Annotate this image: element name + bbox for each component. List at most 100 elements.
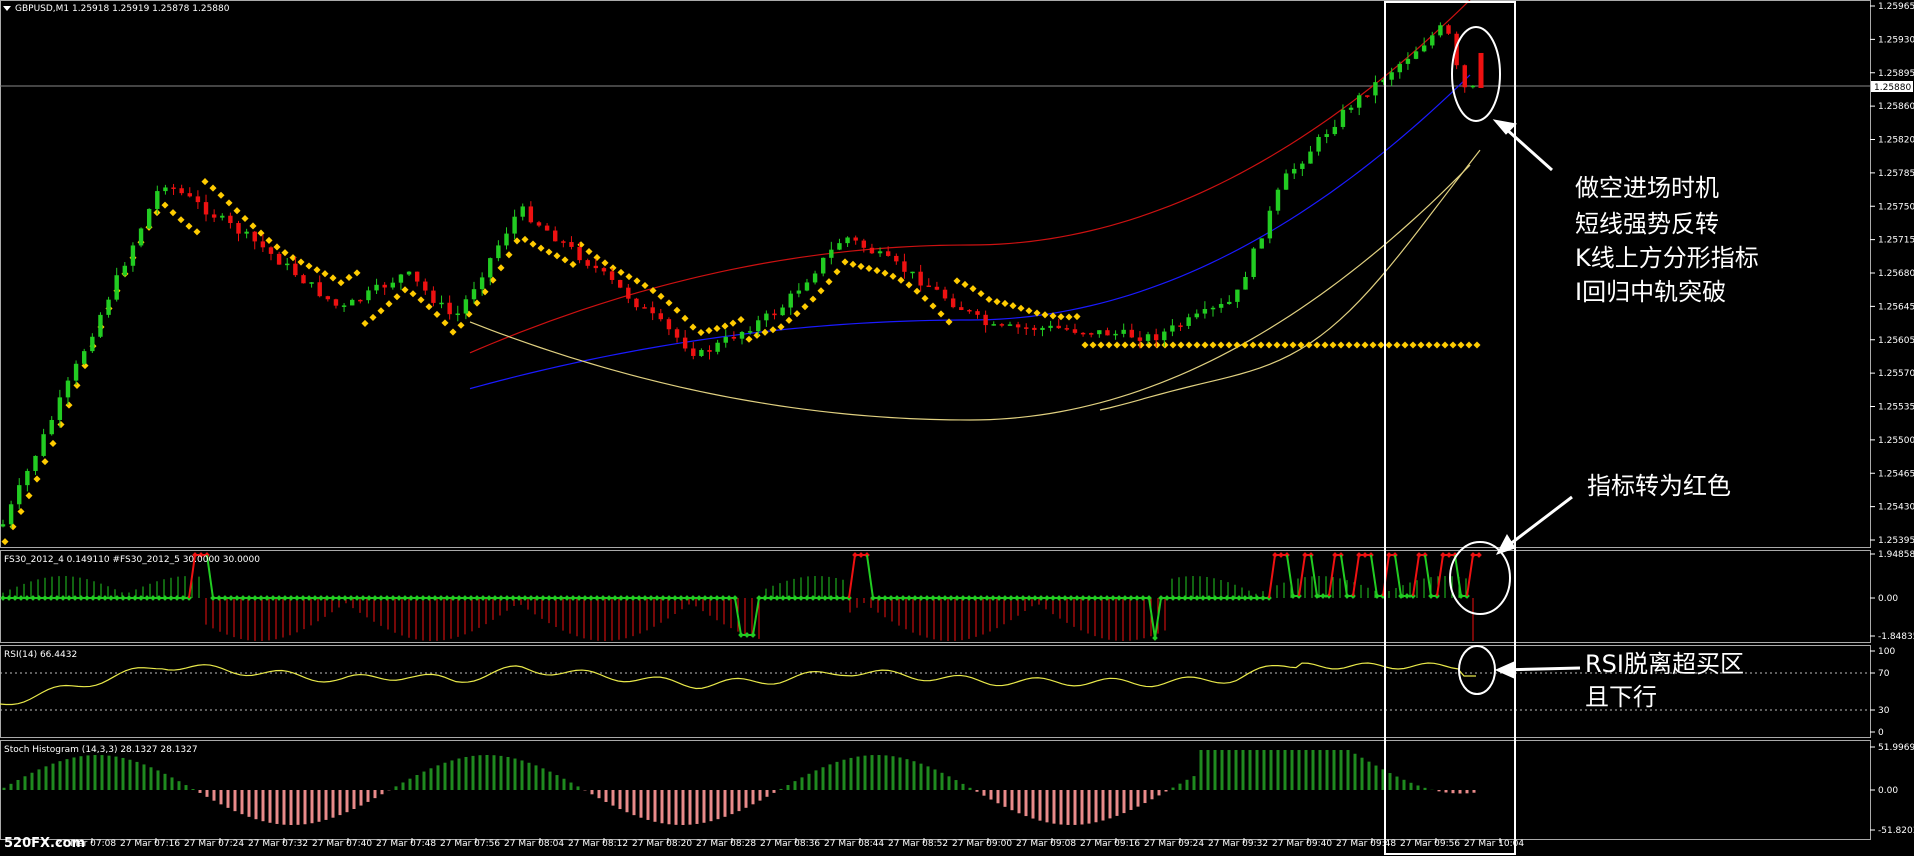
fs-panel-label: FS30_2012_4 0.149110 #FS30_2012_5 30.000…	[4, 555, 260, 565]
candle-body	[1145, 334, 1151, 341]
sar-dot	[73, 381, 81, 389]
candle-body	[479, 277, 485, 290]
rsi-panel-label: RSI(14) 66.4432	[4, 650, 77, 660]
candle-body	[179, 188, 184, 194]
fs-signal-line	[1352, 554, 1360, 597]
sar-dot	[697, 328, 705, 337]
time-tick-label: 27 Mar 09:00	[952, 839, 1012, 849]
svg-text:短线强势反转: 短线强势反转	[1575, 210, 1719, 238]
last-candle-body	[1478, 52, 1484, 88]
annotation-fs: 指标转为红色	[1587, 472, 1731, 500]
sar-dot	[873, 267, 881, 275]
candle-body	[975, 311, 980, 315]
price-axis: 1.25965 1.25930 1.25895 1.25860 1.25820 1.257…	[1870, 2, 1914, 546]
candle-body	[885, 251, 891, 256]
price-tick-label: 1.25645	[1878, 302, 1914, 312]
candle-body	[747, 331, 753, 333]
candle-body	[1056, 325, 1061, 329]
middle-band	[469, 74, 1471, 390]
candle-body	[333, 299, 339, 306]
candle-body	[1153, 334, 1159, 341]
sar-dot	[393, 293, 401, 301]
candle-body	[1389, 72, 1394, 80]
sar-dot	[353, 269, 361, 277]
candle-body	[1194, 313, 1199, 318]
candle-body	[894, 255, 899, 262]
candle-body	[918, 271, 923, 286]
sar-dot	[513, 237, 521, 245]
sar-dot	[841, 258, 849, 266]
candle-body	[1259, 238, 1264, 249]
sar-dot	[561, 256, 569, 264]
candle-body	[1170, 325, 1175, 332]
candle-body	[1308, 151, 1313, 164]
annotation-main: 做空进场时机 短线强势反转 K线上方分形指标 I回归中轨突破	[1575, 174, 1759, 306]
candle-body	[398, 274, 404, 283]
candle-body	[414, 271, 420, 282]
sar-dot	[625, 273, 633, 281]
sar-dot	[177, 216, 185, 224]
candle-body	[512, 216, 517, 234]
candle-body	[1470, 85, 1476, 88]
candle-body	[1137, 337, 1143, 341]
candle-body	[73, 363, 79, 381]
candle-body	[220, 215, 225, 218]
sar-dot	[977, 290, 985, 298]
time-tick-label: 27 Mar 08:04	[504, 839, 564, 849]
price-tick-label: 1.25895	[1878, 69, 1914, 79]
fs-signal-line	[734, 597, 742, 636]
candle-body	[577, 246, 582, 261]
candle-body	[57, 397, 63, 420]
sar-dot	[281, 249, 289, 257]
sar-dot	[385, 300, 393, 308]
sar-dot	[33, 475, 41, 483]
moving-average-lines	[469, 0, 1481, 421]
candle-body	[504, 233, 509, 246]
fs-signal-line	[188, 554, 196, 599]
candle-body	[1332, 126, 1338, 135]
candle-body	[130, 245, 136, 266]
sar-dot	[689, 323, 697, 331]
rsi-tick-label: 70	[1878, 669, 1890, 679]
candle-body	[658, 313, 663, 320]
sar-dot	[273, 243, 281, 251]
time-tick-label: 27 Mar 08:52	[888, 839, 948, 849]
time-tick-label: 27 Mar 09:24	[1144, 839, 1204, 849]
sar-dot	[889, 272, 897, 280]
current-price-tag: 1.25880	[1871, 81, 1913, 93]
candle-body	[1113, 333, 1118, 336]
candle-body	[1365, 95, 1370, 97]
candle-body	[756, 320, 761, 332]
candle-body	[236, 223, 241, 234]
time-tick-label: 27 Mar 09:08	[1016, 839, 1076, 849]
candle-body	[1462, 65, 1467, 88]
sar-dot	[569, 260, 577, 268]
candle-body	[390, 282, 396, 288]
candle-body	[829, 249, 834, 258]
price-tick-label: 1.25535	[1878, 403, 1914, 413]
candle-body	[471, 289, 477, 300]
sar-dot	[401, 286, 409, 294]
candle-body	[98, 314, 103, 337]
sar-dot	[929, 302, 937, 310]
price-tick-label: 1.25570	[1878, 369, 1914, 379]
candle-body	[496, 245, 501, 259]
candle-body	[25, 470, 30, 486]
candle-body	[845, 237, 850, 244]
sar-dot	[953, 277, 961, 285]
svg-text:I回归中轨突破: I回归中轨突破	[1575, 278, 1726, 306]
upper-envelope	[469, 0, 1471, 354]
time-tick-label: 27 Mar 08:20	[632, 839, 692, 849]
price-tick-label: 1.25430	[1878, 503, 1914, 513]
fs-signal-line	[1154, 597, 1162, 639]
fs-signal-line	[1466, 554, 1474, 597]
candle-body	[910, 271, 915, 274]
candle-body	[1381, 79, 1386, 83]
chevron-down-icon[interactable]	[3, 6, 11, 11]
sar-dot	[993, 298, 1001, 306]
sar-dot	[881, 269, 889, 277]
candle-body	[439, 302, 444, 305]
sar-dot	[25, 492, 33, 500]
sar-dot	[961, 280, 969, 288]
